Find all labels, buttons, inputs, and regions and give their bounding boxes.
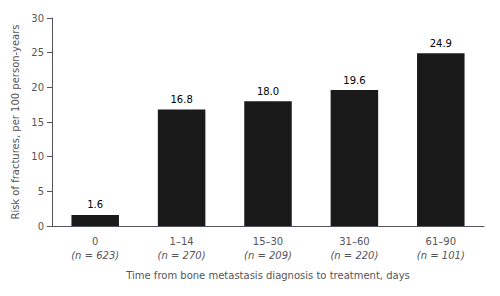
svg-text:20: 20 <box>31 82 44 93</box>
svg-text:15: 15 <box>31 117 44 128</box>
svg-text:24.9: 24.9 <box>430 38 452 49</box>
svg-text:1.6: 1.6 <box>87 199 103 210</box>
svg-text:30: 30 <box>31 13 44 24</box>
svg-text:19.6: 19.6 <box>343 75 365 86</box>
svg-text:(n = 101): (n = 101) <box>417 250 465 261</box>
svg-text:18.0: 18.0 <box>257 86 279 97</box>
svg-text:16.8: 16.8 <box>170 94 192 105</box>
svg-text:5: 5 <box>38 186 44 197</box>
svg-text:0: 0 <box>38 221 44 232</box>
svg-text:(n = 623): (n = 623) <box>71 250 119 261</box>
svg-text:61–90: 61–90 <box>426 236 456 247</box>
svg-text:25: 25 <box>31 47 44 58</box>
svg-text:10: 10 <box>31 151 44 162</box>
svg-text:Time from bone metastasis diag: Time from bone metastasis diagnosis to t… <box>125 270 410 281</box>
svg-text:31–60: 31–60 <box>339 236 369 247</box>
svg-text:15–30: 15–30 <box>253 236 283 247</box>
svg-text:(n = 270): (n = 270) <box>158 250 206 261</box>
svg-text:Risk of fractures, per 100 per: Risk of fractures, per 100 person-years <box>10 24 21 219</box>
svg-text:0: 0 <box>92 236 98 247</box>
svg-text:(n = 209): (n = 209) <box>244 250 292 261</box>
svg-text:1–14: 1–14 <box>170 236 194 247</box>
svg-text:(n = 220): (n = 220) <box>330 250 378 261</box>
